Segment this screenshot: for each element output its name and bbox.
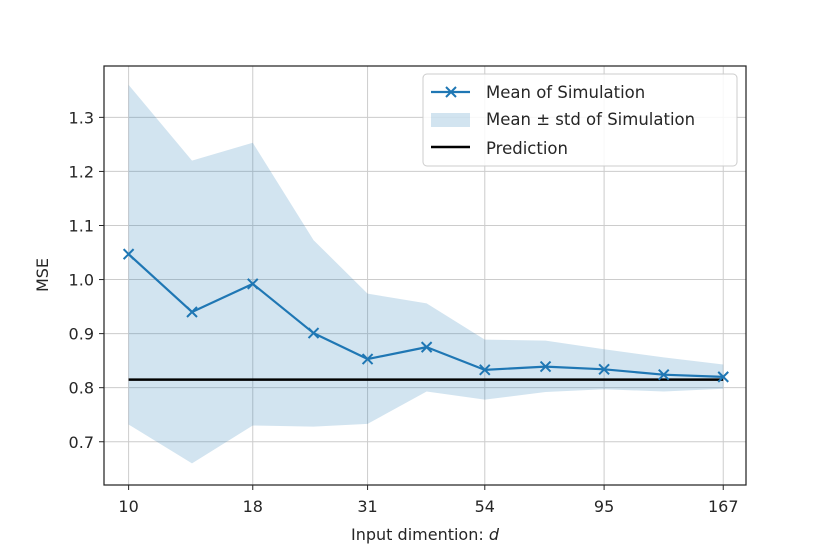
mean-point-marker <box>361 353 374 365</box>
y-tick-label: 1.3 <box>69 108 94 127</box>
legend-mean-marker <box>445 86 457 98</box>
mean-point-marker <box>539 360 552 373</box>
mean-series-layer <box>122 248 729 383</box>
x-tick-label: 10 <box>118 497 138 516</box>
legend-label-prediction: Prediction <box>486 139 568 158</box>
legend-label-band: Mean ± std of Simulation <box>486 110 695 129</box>
legend-box <box>422 73 738 167</box>
x-tick-label: 18 <box>243 497 263 516</box>
x-tick-label: 54 <box>475 497 495 516</box>
y-tick-label: 1.0 <box>69 271 94 290</box>
mean-point-marker <box>186 306 198 318</box>
legend-label-mean: Mean of Simulation <box>486 83 645 102</box>
x-tick-label: 31 <box>357 497 377 516</box>
mean-point-marker <box>420 341 433 353</box>
mean-point-marker <box>307 327 320 339</box>
x-axis-ticks: 10 18 31 54 95 167 <box>118 485 739 516</box>
mean-point-marker <box>717 371 729 383</box>
mean-point-marker <box>658 369 670 381</box>
mean-point-marker <box>247 278 259 290</box>
mean-point-marker <box>122 248 135 260</box>
mean-point-marker <box>598 363 610 376</box>
legend-band-swatch <box>431 113 470 127</box>
x-axis-label: Input dimention: d <box>351 525 500 544</box>
x-tick-label: 167 <box>708 497 739 516</box>
y-axis-label: MSE <box>33 258 52 292</box>
legend: Mean of Simulation Mean ± std of Simulat… <box>422 73 738 167</box>
y-tick-label: 0.8 <box>69 379 94 398</box>
y-axis-ticks: 0.7 0.8 0.9 1.0 1.1 1.2 1.3 <box>69 108 104 452</box>
mean-point-marker <box>479 364 491 376</box>
x-tick-label: 95 <box>594 497 614 516</box>
y-tick-label: 0.7 <box>69 433 94 452</box>
y-tick-label: 1.2 <box>69 162 94 181</box>
y-tick-label: 1.1 <box>69 216 94 235</box>
plot-frame <box>103 65 747 486</box>
y-tick-label: 0.9 <box>69 325 94 344</box>
